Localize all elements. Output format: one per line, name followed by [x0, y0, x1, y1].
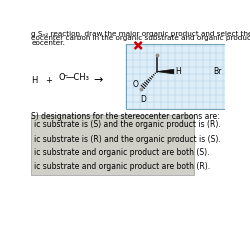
- Bar: [126, 44, 225, 108]
- Text: −: −: [64, 73, 68, 78]
- Text: —CH₃: —CH₃: [65, 73, 89, 82]
- Text: ic substrate is (R) and the organic product is (S).: ic substrate is (R) and the organic prod…: [34, 135, 220, 144]
- Bar: [31, 115, 194, 175]
- Text: O: O: [58, 73, 65, 82]
- Text: O: O: [132, 80, 138, 89]
- Polygon shape: [157, 69, 174, 74]
- Text: g Sₙ₂ reaction, draw the major organic product and select the correct (R) o: g Sₙ₂ reaction, draw the major organic p…: [31, 31, 250, 37]
- Text: Br: Br: [213, 67, 221, 76]
- Text: +: +: [45, 76, 52, 84]
- Text: eocenter carbon in the organic substrate and organic product. Include wedg: eocenter carbon in the organic substrate…: [31, 36, 250, 42]
- Text: S) designations for the stereocenter carbons are:: S) designations for the stereocenter car…: [31, 112, 220, 120]
- Text: H: H: [31, 76, 38, 84]
- Text: H: H: [176, 67, 181, 76]
- Text: D: D: [141, 95, 146, 104]
- Text: eocenter.: eocenter.: [31, 40, 65, 46]
- Text: ic substrate is (S) and the organic product is (R).: ic substrate is (S) and the organic prod…: [34, 120, 220, 129]
- Bar: [126, 44, 225, 108]
- Text: →: →: [93, 75, 103, 85]
- Text: ic substrate and organic product are both (S).: ic substrate and organic product are bot…: [34, 148, 209, 157]
- Text: ic substrate and organic product are both (R).: ic substrate and organic product are bot…: [34, 162, 210, 172]
